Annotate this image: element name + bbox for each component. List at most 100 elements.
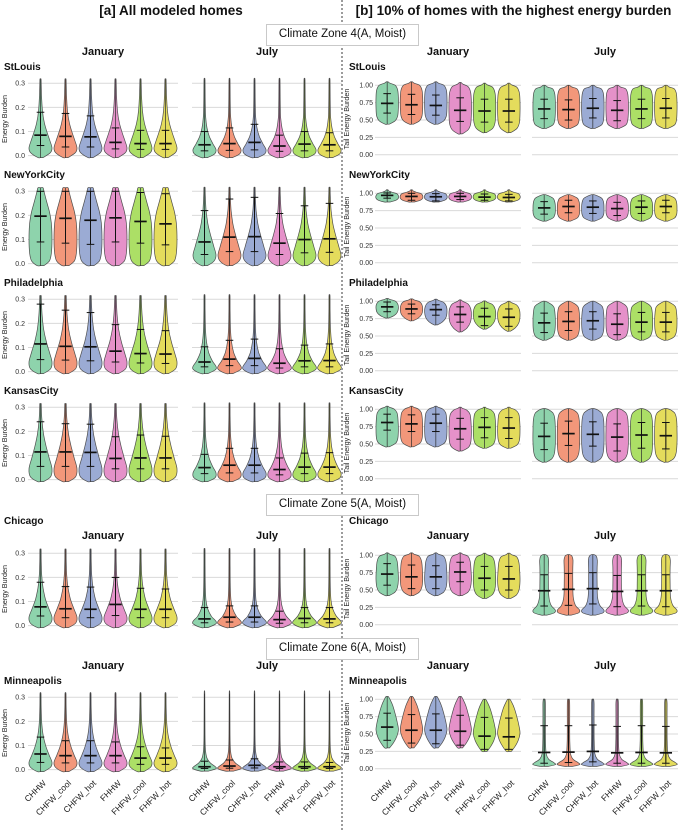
y-tick-label: 0.75 xyxy=(359,316,373,323)
month-header: January xyxy=(426,530,470,542)
y-tick-label: 0.1 xyxy=(15,345,25,352)
violin-panel-Minneapolis-a: 0.0 0.1 0.2 0.3 Energy Burden xyxy=(0,690,342,774)
y-tick-label: 0.25 xyxy=(359,243,373,250)
y-tick-label: 0.25 xyxy=(359,135,373,142)
month-header-row: January July January July xyxy=(0,530,685,546)
y-tick-label: 0.1 xyxy=(15,237,25,244)
y-axis-title: Energy Burden xyxy=(0,95,9,143)
violin-panel-StLouis-b: 0.00 0.25 0.50 0.75 1.00 Tail Energy Burden xyxy=(343,81,678,159)
panel-b-title: [b] 10% of homes with the highest energy… xyxy=(355,3,672,18)
violin-panel-KansasCity-a: 0.0 0.1 0.2 0.3 Energy Burden xyxy=(0,402,342,484)
y-tick-label: 0.50 xyxy=(359,225,373,232)
y-tick-label: 0.00 xyxy=(359,476,373,483)
zone-header-row: Climate Zone 4(A, Moist) xyxy=(0,24,685,46)
y-axis-title: Energy Burden xyxy=(0,565,9,613)
y-tick-label: 0.0 xyxy=(15,261,25,268)
y-tick-label: 0.3 xyxy=(15,405,25,412)
panel-a-title: [a] All modeled homes xyxy=(99,3,243,18)
y-tick-label: 1.00 xyxy=(359,191,373,198)
month-header: January xyxy=(426,46,470,58)
y-tick-label: 0.00 xyxy=(359,260,373,267)
violin-panel-Chicago-a: 0.0 0.1 0.2 0.3 Energy Burden xyxy=(0,548,342,630)
zone-header-row: Climate Zone 5(A, Moist) xyxy=(0,494,685,516)
city-label: NewYorkCity xyxy=(4,170,65,181)
y-axis-title: Energy Burden xyxy=(0,203,9,251)
y-tick-label: 0.25 xyxy=(359,749,373,756)
zone-header: Climate Zone 4(A, Moist) xyxy=(265,24,420,46)
y-tick-label: 0.25 xyxy=(359,459,373,466)
city-label: Chicago xyxy=(349,516,389,527)
y-axis-title: Energy Burden xyxy=(0,419,9,467)
y-tick-label: 0.2 xyxy=(15,321,25,328)
y-tick-label: 0.2 xyxy=(15,719,25,726)
y-tick-label: 0.50 xyxy=(359,441,373,448)
violin-panel-Philadelphia-b: 0.00 0.25 0.50 0.75 1.00 Tail Energy Burden xyxy=(343,298,678,375)
y-tick-label: 0.25 xyxy=(359,351,373,358)
y-tick-label: 0.3 xyxy=(15,81,25,88)
violin-panel-NewYorkCity-b: 0.00 0.25 0.50 0.75 1.00 Tail Energy Burden xyxy=(343,189,678,267)
y-tick-label: 0.0 xyxy=(15,477,25,484)
y-axis-title: Tail Energy Burden xyxy=(343,559,351,620)
y-tick-label: 0.0 xyxy=(15,369,25,376)
y-tick-label: 0.50 xyxy=(359,117,373,124)
city-label: KansasCity xyxy=(4,386,59,397)
month-header: July xyxy=(255,530,278,542)
plots-container: Climate Zone 4(A, Moist) January July Janua… xyxy=(0,24,685,826)
y-tick-label: 1.00 xyxy=(359,697,373,704)
y-tick-label: 0.0 xyxy=(15,623,25,630)
y-tick-label: 0.3 xyxy=(15,551,25,558)
city-row: Philadelphia Philadelphia 0.0 0.1 0.2 0.3 Ener… xyxy=(0,278,685,378)
city-label: Minneapolis xyxy=(4,676,62,687)
city-label: KansasCity xyxy=(349,386,404,397)
column-divider-line xyxy=(341,0,343,830)
y-tick-label: 1.00 xyxy=(359,299,373,306)
month-header-row: January July January July xyxy=(0,46,685,62)
y-tick-label: 0.00 xyxy=(359,622,373,629)
city-label: Minneapolis xyxy=(349,676,407,687)
y-tick-label: 0.2 xyxy=(15,105,25,112)
city-label: StLouis xyxy=(4,62,41,73)
y-tick-label: 0.3 xyxy=(15,297,25,304)
month-header: July xyxy=(593,660,616,672)
y-tick-label: 0.1 xyxy=(15,453,25,460)
y-axis-title: Tail Energy Burden xyxy=(343,89,351,150)
figure-titles: [a] All modeled homes [b] 10% of homes w… xyxy=(0,0,685,22)
y-tick-label: 0.75 xyxy=(359,208,373,215)
y-tick-label: 0.3 xyxy=(15,189,25,196)
y-tick-label: 0.2 xyxy=(15,213,25,220)
y-tick-label: 1.00 xyxy=(359,83,373,90)
y-axis-title: Tail Energy Burden xyxy=(343,305,351,366)
y-axis-title: Energy Burden xyxy=(0,311,9,359)
month-header: January xyxy=(81,46,125,58)
y-tick-label: 0.1 xyxy=(15,129,25,136)
y-axis-title: Energy Burden xyxy=(0,709,9,757)
month-header-row: January July January July xyxy=(0,660,685,676)
y-tick-label: 0.1 xyxy=(15,743,25,750)
y-tick-label: 0.75 xyxy=(359,424,373,431)
y-tick-label: 1.00 xyxy=(359,553,373,560)
violin-panel-Minneapolis-b: 0.00 0.25 0.50 0.75 1.00 Tail Energy Burden xyxy=(343,695,678,773)
y-tick-label: 0.2 xyxy=(15,429,25,436)
city-row: Minneapolis Minneapolis 0.0 0.1 0.2 0.3 Energy… xyxy=(0,676,685,776)
city-row: 0.0 0.1 0.2 0.3 Energy Burden 0.00 0.25 0.50 0.7… xyxy=(0,546,685,632)
city-label: Philadelphia xyxy=(4,278,63,289)
violin-panel-KansasCity-b: 0.00 0.25 0.50 0.75 1.00 Tail Energy Burden xyxy=(343,405,678,483)
y-tick-label: 0.75 xyxy=(359,570,373,577)
city-label: StLouis xyxy=(349,62,386,73)
zone-header-row: Climate Zone 6(A, Moist) xyxy=(0,638,685,660)
y-tick-label: 0.50 xyxy=(359,587,373,594)
zone-header: Climate Zone 6(A, Moist) xyxy=(265,638,420,660)
y-tick-label: 0.00 xyxy=(359,766,373,773)
y-tick-label: 0.75 xyxy=(359,714,373,721)
zone-header: Climate Zone 5(A, Moist) xyxy=(265,494,420,516)
y-tick-label: 0.50 xyxy=(359,333,373,340)
y-tick-label: 0.75 xyxy=(359,100,373,107)
city-label: NewYorkCity xyxy=(349,170,410,181)
violin-panel-StLouis-a: 0.0 0.1 0.2 0.3 Energy Burden xyxy=(0,77,342,160)
y-tick-label: 0.1 xyxy=(15,599,25,606)
city-label-row: Chicago Chicago xyxy=(0,516,685,530)
month-header: July xyxy=(593,530,616,542)
y-tick-label: 0.00 xyxy=(359,368,373,375)
city-row: KansasCity KansasCity 0.0 0.1 0.2 0.3 Energy B… xyxy=(0,386,685,486)
